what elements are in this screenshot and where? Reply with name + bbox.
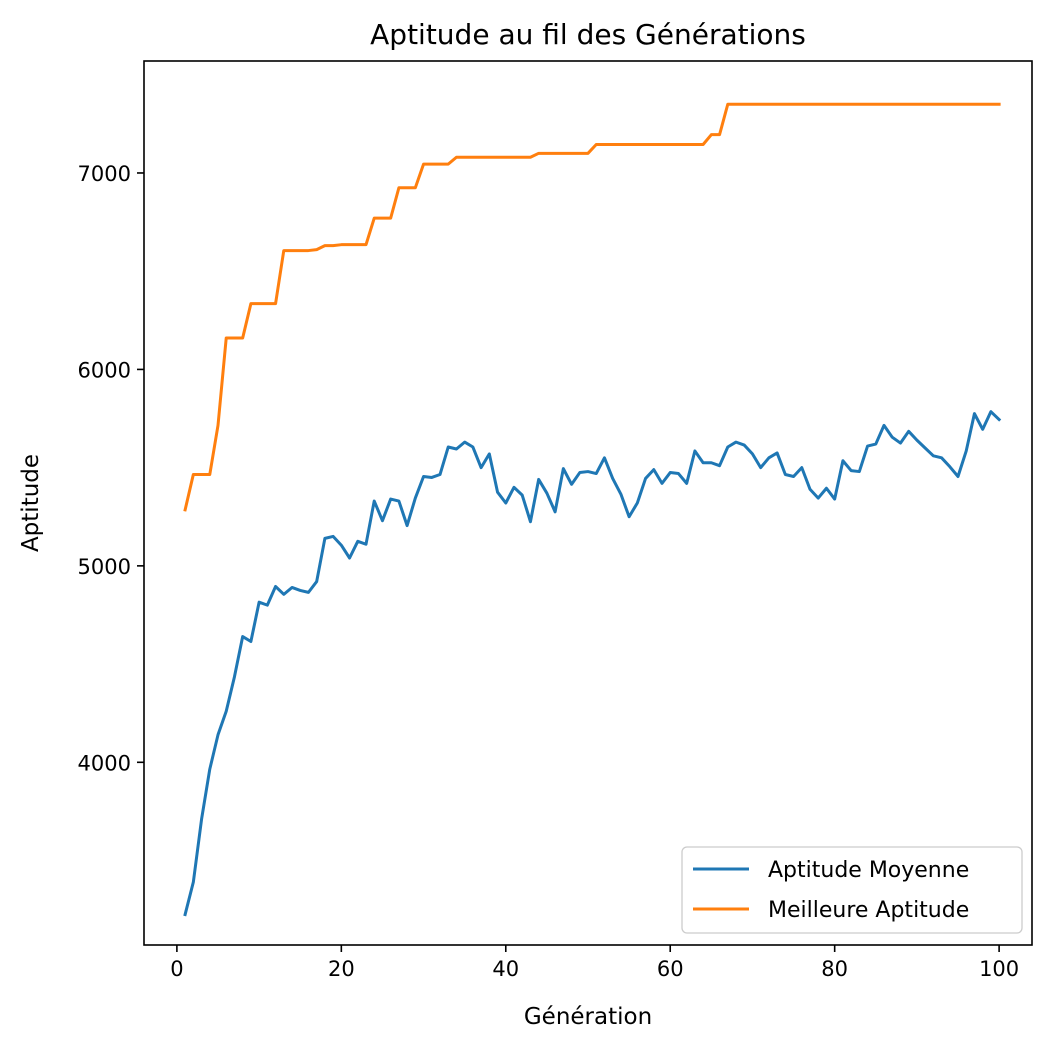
y-tick-label: 5000 [78,555,131,579]
legend-label-aptitude-moyenne: Aptitude Moyenne [768,858,969,883]
y-tick-label: 7000 [78,162,131,186]
plot-frame [143,60,1033,946]
plot-area [183,102,1002,917]
x-tick-label: 60 [657,957,684,981]
legend-label-meilleure-aptitude: Meilleure Aptitude [768,898,969,923]
x-tick-label: 80 [821,957,848,981]
x-tick-label: 20 [328,957,355,981]
legend-box [681,846,1023,934]
series-line-aptitude-moyenne [183,410,1002,917]
y-tick-label: 6000 [78,358,131,382]
y-tick-label: 4000 [78,751,131,775]
y-axis-label: Aptitude [18,454,44,552]
axis-ticks: 0 20 40 60 80 100 4000 5000 6000 7000 [78,162,1020,981]
x-axis-label: Génération [524,1004,652,1030]
x-tick-label: 0 [170,957,183,981]
legend: Aptitude Moyenne Meilleure Aptitude [681,846,1023,934]
x-tick-label: 40 [492,957,519,981]
x-tick-label: 100 [979,957,1019,981]
series-line-meilleure-aptitude [183,102,1001,512]
chart-title: Aptitude au fil des Générations [370,18,806,51]
